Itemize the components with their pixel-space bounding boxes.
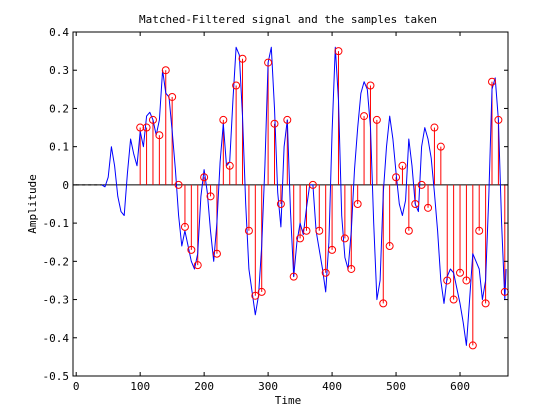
y-tick-label: 0 xyxy=(62,179,69,192)
y-tick-label: -0.4 xyxy=(43,332,70,345)
sample-point xyxy=(398,161,407,170)
sample-point xyxy=(187,245,196,254)
sample-point xyxy=(430,123,439,132)
y-axis-label: Amplitude xyxy=(26,174,39,234)
sample-point xyxy=(244,226,253,235)
sample-point xyxy=(328,245,337,254)
sample-point xyxy=(411,200,420,208)
y-tick-label: -0.5 xyxy=(43,370,70,383)
sample-point xyxy=(200,173,209,182)
sample-point xyxy=(219,115,228,124)
x-tick-label: 200 xyxy=(194,380,214,393)
x-tick-label: 0 xyxy=(73,380,80,393)
sample-point xyxy=(385,242,394,251)
sample-point xyxy=(296,234,305,243)
sample-point xyxy=(155,131,164,140)
sample-point xyxy=(276,200,285,208)
sample-point xyxy=(270,119,279,128)
sample-point xyxy=(347,264,356,273)
sample-point xyxy=(424,203,433,212)
sample-point xyxy=(180,222,189,231)
sample-point xyxy=(468,341,477,350)
x-axis-label: Time xyxy=(275,394,302,407)
sample-point xyxy=(340,234,349,243)
sample-point xyxy=(360,112,369,121)
sample-point xyxy=(321,268,330,277)
sample-point xyxy=(417,180,426,189)
plot-area xyxy=(73,46,509,350)
plot-frame xyxy=(72,31,509,377)
chart-title: Matched-Filtered signal and the samples … xyxy=(139,13,437,26)
sample-point xyxy=(488,77,497,86)
sample-point xyxy=(206,192,215,201)
sample-point xyxy=(264,58,273,67)
sample-point xyxy=(257,287,266,296)
sample-point xyxy=(136,123,145,132)
x-tick-label: 400 xyxy=(322,380,342,393)
sample-point xyxy=(238,54,247,63)
sample-point xyxy=(475,226,484,235)
sample-point xyxy=(366,81,375,90)
sample-point xyxy=(379,299,388,308)
y-tick-label: -0.2 xyxy=(43,255,70,268)
x-tick-label: 100 xyxy=(130,380,150,393)
sample-point xyxy=(481,299,490,308)
sample-point xyxy=(392,173,401,182)
sample-point xyxy=(449,295,458,304)
sample-point xyxy=(443,276,452,285)
sample-point xyxy=(456,268,465,277)
sample-point xyxy=(404,226,413,235)
sample-point xyxy=(372,115,381,124)
sample-point xyxy=(315,226,324,235)
sample-point xyxy=(251,291,260,300)
sample-point xyxy=(174,180,183,189)
y-tick-label: -0.1 xyxy=(43,217,70,230)
x-tick-label: 300 xyxy=(258,380,278,393)
sample-point xyxy=(302,226,311,235)
x-tick-label: 500 xyxy=(386,380,406,393)
sample-point xyxy=(168,92,177,101)
sample-point xyxy=(232,81,241,90)
sample-point xyxy=(436,142,445,151)
y-tick-label: 0.2 xyxy=(49,102,69,115)
sample-point xyxy=(494,115,503,124)
sample-point xyxy=(283,115,292,124)
sample-point xyxy=(161,66,170,75)
sample-point xyxy=(225,161,234,170)
sample-point xyxy=(353,200,362,208)
axis-ticks: 0 100 200 300 400 500 600 -0.5 -0.4 -0.3 -0.2 -0.1 0… xyxy=(43,26,508,393)
y-tick-label: 0.4 xyxy=(49,26,69,39)
y-tick-label: 0.3 xyxy=(49,64,69,77)
x-tick-label: 600 xyxy=(450,380,470,393)
sample-point xyxy=(462,276,471,285)
filtered-signal-line xyxy=(101,46,507,346)
sample-point xyxy=(334,47,343,56)
sample-point xyxy=(289,272,298,281)
sample-point xyxy=(212,249,221,258)
sample-point xyxy=(193,261,202,270)
sample-point xyxy=(148,115,157,124)
sample-point xyxy=(142,123,151,132)
y-tick-label: -0.3 xyxy=(43,294,70,307)
y-tick-label: 0.1 xyxy=(49,141,69,154)
sample-point xyxy=(308,180,317,189)
